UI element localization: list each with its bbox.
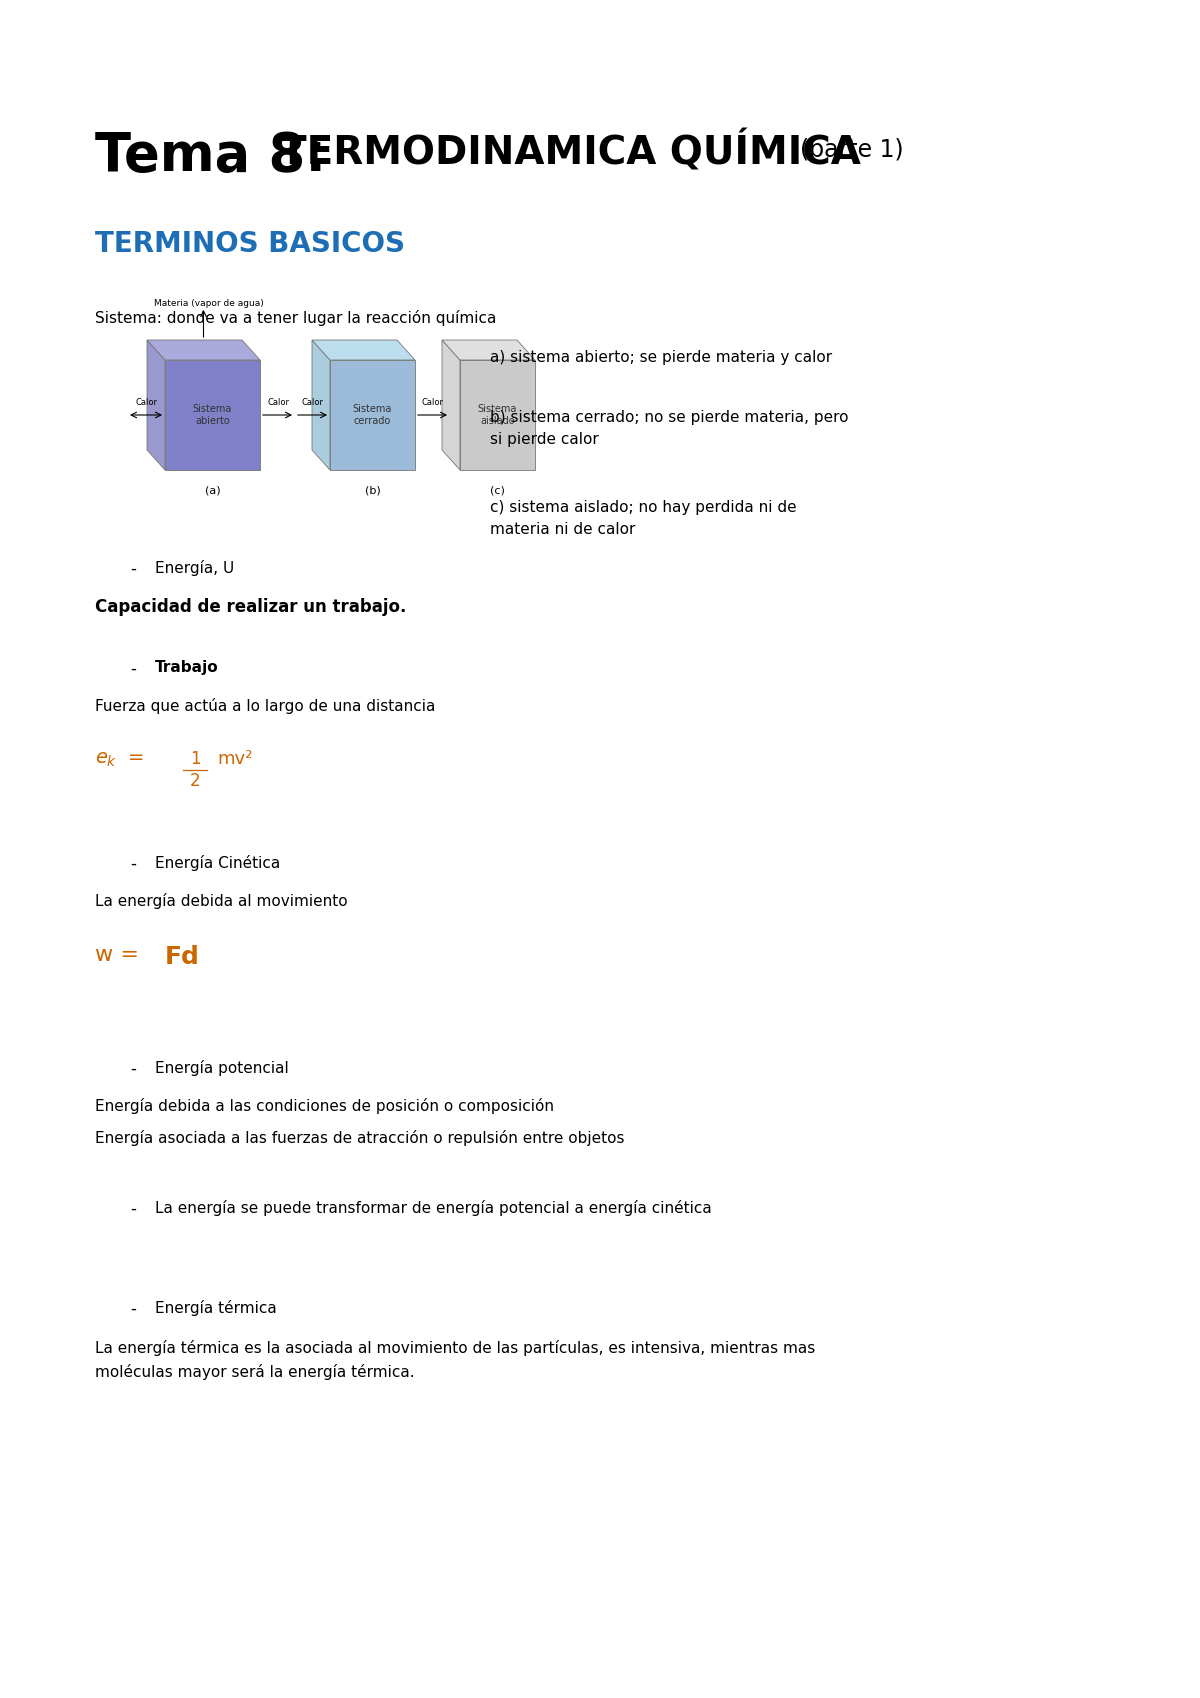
Text: Fd: Fd [166,946,200,970]
Polygon shape [330,360,415,470]
Text: Calor: Calor [266,397,289,408]
Text: w =: w = [95,946,146,964]
Text: Sistema: donde va a tener lugar la reacción química: Sistema: donde va a tener lugar la reacc… [95,311,497,326]
Text: Sistema
cerrado: Sistema cerrado [353,404,392,426]
Polygon shape [460,360,535,470]
Polygon shape [312,340,330,470]
Text: a) sistema abierto; se pierde materia y calor: a) sistema abierto; se pierde materia y … [490,350,832,365]
Text: (c): (c) [490,486,505,496]
Text: La energía debida al movimiento: La energía debida al movimiento [95,893,348,908]
Text: -: - [130,1301,136,1318]
Polygon shape [442,340,535,360]
Polygon shape [442,340,460,470]
Text: (parte 1): (parte 1) [800,138,904,161]
Text: c) sistema aislado; no hay perdida ni de
materia ni de calor: c) sistema aislado; no hay perdida ni de… [490,499,797,537]
Text: Sistema
aislado: Sistema aislado [478,404,517,426]
Text: Capacidad de realizar un trabajo.: Capacidad de realizar un trabajo. [95,598,407,616]
Text: -: - [130,560,136,577]
Text: -: - [130,661,136,678]
Text: -: - [130,1060,136,1078]
Text: Calor: Calor [422,397,444,408]
Text: $e_k$  =: $e_k$ = [95,751,146,769]
Text: La energía se puede transformar de energía potencial a energía cinética: La energía se puede transformar de energ… [155,1200,712,1216]
Text: b) sistema cerrado; no se pierde materia, pero
si pierde calor: b) sistema cerrado; no se pierde materia… [490,409,848,447]
Text: -: - [130,856,136,873]
Text: Fuerza que actúa a lo largo de una distancia: Fuerza que actúa a lo largo de una dista… [95,698,436,713]
Text: TERMINOS BASICOS: TERMINOS BASICOS [95,229,406,258]
Text: (a): (a) [205,486,221,496]
Text: TERMODINAMICA QUÍMICA: TERMODINAMICA QUÍMICA [280,131,860,171]
Text: 2: 2 [190,773,200,790]
Text: Energía, U: Energía, U [155,560,234,576]
Text: La energía térmica es la asociada al movimiento de las partículas, es intensiva,: La energía térmica es la asociada al mov… [95,1340,815,1380]
Text: Calor: Calor [134,397,157,408]
Text: 1: 1 [190,751,200,767]
Text: mv²: mv² [217,751,252,767]
Polygon shape [148,340,260,360]
Polygon shape [312,340,415,360]
Text: Calor: Calor [302,397,324,408]
Text: Energía Cinética: Energía Cinética [155,856,281,871]
Text: Energía debida a las condiciones de posición o composición: Energía debida a las condiciones de posi… [95,1099,554,1114]
Text: Tema 8:: Tema 8: [95,131,326,182]
Polygon shape [148,340,166,470]
Text: Trabajo: Trabajo [155,661,218,676]
Text: (b): (b) [365,486,380,496]
Text: Energía potencial: Energía potencial [155,1060,289,1077]
Text: Materia (vapor de agua): Materia (vapor de agua) [154,299,263,307]
Text: -: - [130,1200,136,1217]
Text: Energía térmica: Energía térmica [155,1301,277,1316]
Text: Energía asociada a las fuerzas de atracción o repulsión entre objetos: Energía asociada a las fuerzas de atracc… [95,1129,624,1146]
Polygon shape [166,360,260,470]
Text: Sistema
abierto: Sistema abierto [193,404,232,426]
